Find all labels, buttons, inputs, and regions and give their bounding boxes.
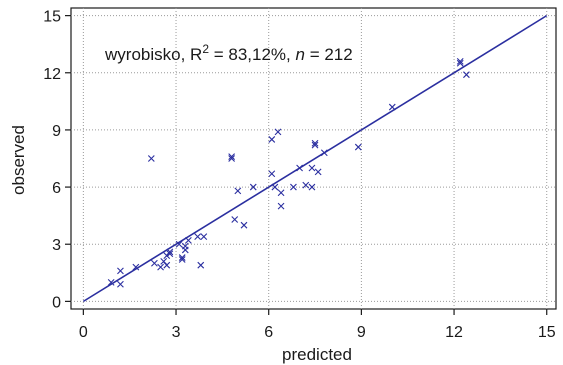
data-point [200, 233, 208, 240]
annotation-r2-prefix: R [190, 45, 202, 64]
data-point [234, 187, 242, 195]
data-point [157, 263, 164, 271]
data-point [268, 136, 276, 143]
data-point [231, 216, 239, 223]
data-point [302, 181, 310, 189]
plot-area [70, 7, 557, 310]
x-tick-label: 3 [172, 324, 181, 341]
x-tick-label: 15 [538, 324, 556, 341]
data-point [163, 261, 171, 269]
data-point [249, 183, 257, 191]
data-point [268, 170, 276, 178]
fit-line [82, 14, 548, 303]
data-point [314, 168, 322, 176]
data-point [311, 139, 319, 147]
data-point [271, 183, 279, 191]
y-tick-label: 9 [52, 123, 61, 140]
x-axis-ticks: 0 3 6 9 12 15 [79, 309, 556, 341]
data-point [181, 246, 189, 254]
x-tick-label: 6 [264, 324, 273, 341]
y-tick-label: 3 [52, 237, 61, 254]
data-point [240, 221, 248, 229]
data-point [151, 259, 158, 267]
data-point [117, 267, 124, 275]
data-point [463, 71, 470, 79]
data-point [194, 233, 202, 240]
data-point [296, 164, 303, 172]
data-point [456, 59, 464, 67]
grid-lines [71, 8, 556, 309]
data-point [117, 280, 124, 288]
x-tick-label: 9 [357, 324, 366, 341]
data-point [175, 240, 183, 248]
annotation-r2-sup: 2 [202, 42, 209, 56]
y-axis-title: observed [9, 125, 28, 195]
annotation-sep: , [181, 45, 190, 64]
data-point [228, 155, 236, 162]
x-tick-label: 0 [79, 324, 88, 341]
y-tick-label: 0 [52, 294, 61, 311]
data-point [354, 143, 362, 151]
data-point [274, 128, 282, 136]
y-tick-label: 15 [43, 9, 61, 26]
x-axis-title: predicted [282, 345, 352, 364]
data-point [228, 153, 236, 160]
data-point [185, 237, 192, 244]
annotation-r2-value: = 83,12%, [209, 45, 295, 64]
data-points [107, 57, 470, 288]
data-point [320, 149, 328, 157]
plot-border [70, 7, 557, 310]
data-point [197, 261, 205, 269]
data-point [178, 256, 186, 263]
data-point [147, 155, 155, 162]
data-point [277, 189, 285, 197]
data-point [166, 250, 174, 258]
data-point [308, 164, 316, 172]
annotation-n-value: = 212 [305, 45, 353, 64]
y-tick-label: 12 [43, 66, 61, 83]
data-point [290, 183, 297, 191]
y-tick-label: 6 [52, 180, 61, 197]
data-point [178, 254, 186, 261]
data-point [308, 183, 316, 191]
annotation-n-label: n [296, 45, 305, 64]
x-tick-label: 12 [445, 324, 463, 341]
annotation: wyrobisko, R2 = 83,12%, n = 212 [104, 42, 353, 64]
fit-line-group [82, 14, 548, 303]
y-axis-ticks: 0 3 6 9 12 15 [43, 9, 71, 311]
annotation-site: wyrobisko [104, 45, 181, 64]
data-point [311, 141, 319, 149]
data-point [107, 278, 115, 286]
data-point [388, 103, 396, 111]
data-point [132, 263, 140, 271]
data-point [456, 57, 464, 65]
data-point [277, 202, 285, 210]
data-point [166, 248, 174, 256]
